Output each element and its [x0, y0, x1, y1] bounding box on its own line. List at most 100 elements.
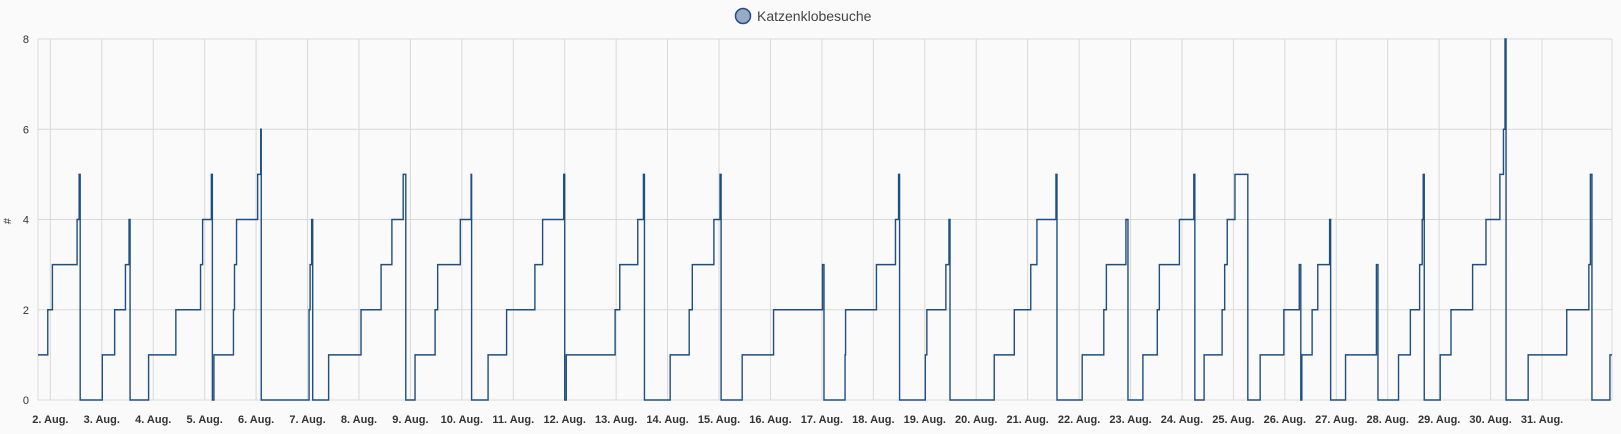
- data-point[interactable]: [199, 263, 201, 265]
- data-point[interactable]: [1193, 173, 1195, 175]
- data-point[interactable]: [1329, 399, 1331, 401]
- data-point[interactable]: [1344, 354, 1346, 356]
- data-point[interactable]: [1317, 263, 1319, 265]
- data-point[interactable]: [1127, 399, 1129, 401]
- data-point[interactable]: [1013, 309, 1015, 311]
- data-point[interactable]: [124, 263, 126, 265]
- data-point[interactable]: [1056, 399, 1058, 401]
- data-point[interactable]: [949, 399, 951, 401]
- data-point[interactable]: [642, 173, 644, 175]
- data-point[interactable]: [1158, 263, 1160, 265]
- data-point[interactable]: [1203, 354, 1205, 356]
- data-point[interactable]: [79, 399, 81, 401]
- data-point[interactable]: [897, 173, 899, 175]
- data-point[interactable]: [1375, 263, 1377, 265]
- data-point[interactable]: [1485, 218, 1487, 220]
- data-point[interactable]: [1504, 38, 1506, 40]
- data-point[interactable]: [233, 263, 235, 265]
- legend[interactable]: Katzenklobesuche: [734, 7, 872, 25]
- data-point[interactable]: [1178, 218, 1180, 220]
- data-point[interactable]: [260, 399, 262, 401]
- data-point[interactable]: [1502, 128, 1504, 130]
- data-point[interactable]: [1226, 218, 1228, 220]
- data-point[interactable]: [1409, 309, 1411, 311]
- data-point[interactable]: [1301, 354, 1303, 356]
- data-point[interactable]: [1328, 218, 1330, 220]
- data-point[interactable]: [128, 218, 130, 220]
- data-point[interactable]: [720, 399, 722, 401]
- data-point[interactable]: [436, 263, 438, 265]
- data-point[interactable]: [1311, 309, 1313, 311]
- data-point[interactable]: [821, 263, 823, 265]
- data-point[interactable]: [213, 354, 215, 356]
- data-point[interactable]: [309, 263, 311, 265]
- data-point[interactable]: [470, 399, 472, 401]
- data-point[interactable]: [402, 173, 404, 175]
- data-point[interactable]: [76, 218, 78, 220]
- data-point[interactable]: [459, 218, 461, 220]
- data-point[interactable]: [1259, 354, 1261, 356]
- data-point[interactable]: [1156, 309, 1158, 311]
- data-point[interactable]: [1055, 173, 1057, 175]
- data-point[interactable]: [1300, 399, 1302, 401]
- data-point[interactable]: [564, 399, 566, 401]
- data-point[interactable]: [1377, 399, 1379, 401]
- data-point[interactable]: [1505, 399, 1507, 401]
- data-point[interactable]: [1247, 399, 1249, 401]
- data-point[interactable]: [1194, 399, 1196, 401]
- data-point[interactable]: [1298, 263, 1300, 265]
- data-point[interactable]: [235, 218, 237, 220]
- data-point[interactable]: [308, 309, 310, 311]
- data-point[interactable]: [1142, 354, 1144, 356]
- data-point[interactable]: [232, 309, 234, 311]
- data-point[interactable]: [1439, 354, 1441, 356]
- data-point[interactable]: [1234, 173, 1236, 175]
- data-point[interactable]: [565, 354, 567, 356]
- data-point[interactable]: [1450, 309, 1452, 311]
- data-point[interactable]: [1591, 399, 1593, 401]
- data-point[interactable]: [327, 354, 329, 356]
- data-point[interactable]: [37, 354, 39, 356]
- data-point[interactable]: [1418, 263, 1420, 265]
- data-point[interactable]: [948, 218, 950, 220]
- data-point[interactable]: [844, 309, 846, 311]
- data-point[interactable]: [875, 263, 877, 265]
- data-point[interactable]: [643, 399, 645, 401]
- data-point[interactable]: [1081, 354, 1083, 356]
- data-point[interactable]: [688, 309, 690, 311]
- data-point[interactable]: [256, 173, 258, 175]
- data-point[interactable]: [669, 354, 671, 356]
- data-point[interactable]: [1421, 218, 1423, 220]
- data-point[interactable]: [1609, 354, 1611, 356]
- data-point[interactable]: [1422, 173, 1424, 175]
- data-point[interactable]: [1566, 309, 1568, 311]
- data-point[interactable]: [541, 218, 543, 220]
- data-point[interactable]: [1397, 354, 1399, 356]
- data-point[interactable]: [898, 399, 900, 401]
- data-point[interactable]: [78, 173, 80, 175]
- data-point[interactable]: [534, 263, 536, 265]
- data-point[interactable]: [945, 263, 947, 265]
- data-point[interactable]: [210, 173, 212, 175]
- data-point[interactable]: [51, 263, 53, 265]
- data-point[interactable]: [1588, 263, 1590, 265]
- data-point[interactable]: [924, 354, 926, 356]
- data-point[interactable]: [823, 399, 825, 401]
- data-point[interactable]: [1125, 218, 1127, 220]
- data-point[interactable]: [1527, 354, 1529, 356]
- data-point[interactable]: [844, 354, 846, 356]
- data-point[interactable]: [260, 128, 262, 130]
- data-point[interactable]: [129, 399, 131, 401]
- data-point[interactable]: [1030, 263, 1032, 265]
- data-point[interactable]: [1589, 173, 1591, 175]
- data-point[interactable]: [201, 218, 203, 220]
- data-point[interactable]: [637, 218, 639, 220]
- data-point[interactable]: [713, 218, 715, 220]
- data-point[interactable]: [719, 173, 721, 175]
- data-point[interactable]: [1036, 218, 1038, 220]
- data-point[interactable]: [211, 399, 213, 401]
- data-point[interactable]: [113, 309, 115, 311]
- data-point[interactable]: [993, 354, 995, 356]
- data-point[interactable]: [391, 218, 393, 220]
- data-point[interactable]: [1499, 173, 1501, 175]
